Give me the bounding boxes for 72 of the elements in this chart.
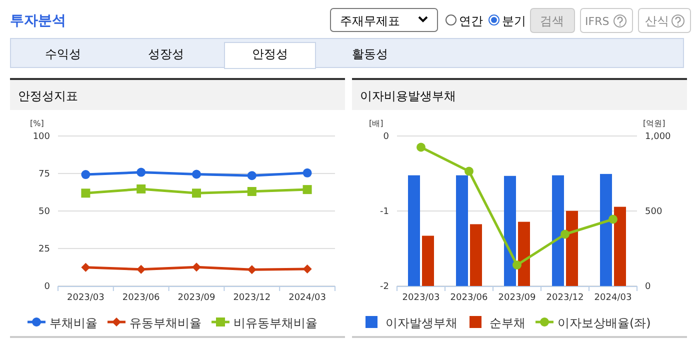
- text: 분기: [502, 14, 526, 28]
- bar: [614, 206, 626, 286]
- legend-label: 유동부채비율: [130, 316, 202, 330]
- y-tick-label: 25: [38, 244, 50, 254]
- x-tick-label: 2023/12: [546, 293, 584, 303]
- text: 산식: [645, 14, 669, 28]
- x-tick-label: 2023/12: [233, 293, 271, 303]
- point: [464, 166, 474, 176]
- x-tick-label: 2023/06: [450, 293, 488, 303]
- point: [247, 171, 256, 180]
- x-tick-label: 2023/03: [67, 293, 104, 303]
- point: [608, 214, 618, 224]
- bar: [552, 175, 564, 286]
- text: 연간: [459, 14, 483, 28]
- legend-label: 이자발생부채: [386, 316, 458, 330]
- legend-label: 순부채: [490, 316, 526, 330]
- bar: [470, 224, 482, 286]
- point: [247, 187, 256, 196]
- point: [302, 168, 312, 178]
- legend-label: 이자보상배율(좌): [558, 316, 651, 330]
- y2-tick-label: 0: [645, 282, 651, 292]
- point: [302, 185, 312, 194]
- text: 검색: [540, 14, 564, 28]
- x-tick-label: 2024/03: [594, 293, 632, 303]
- text: 안정성: [252, 47, 288, 61]
- x-tick-label: 2023/06: [122, 293, 160, 303]
- y-tick-label: -1: [380, 207, 389, 217]
- text: 활동성: [352, 47, 388, 61]
- y-tick-label: -2: [380, 282, 389, 292]
- point: [192, 170, 201, 179]
- point: [560, 230, 570, 239]
- bar: [408, 175, 420, 286]
- point: [136, 184, 146, 194]
- y2-tick-label: 500: [645, 207, 662, 217]
- bar: [504, 176, 516, 286]
- point: [302, 264, 312, 274]
- y-tick-label: 50: [38, 207, 50, 217]
- bar: [600, 174, 612, 286]
- x-tick-label: 2024/03: [288, 293, 326, 303]
- point: [512, 260, 522, 270]
- x-tick-label: 2023/03: [402, 293, 440, 303]
- legend-label: 부채비율: [50, 316, 98, 330]
- bar: [422, 236, 434, 286]
- legend-label: 비유동부채비율: [234, 316, 318, 330]
- y2-tick-label: 1,000: [645, 132, 672, 142]
- bar: [566, 210, 578, 286]
- point: [247, 265, 256, 274]
- point: [81, 262, 90, 272]
- y-tick-label: 0: [44, 282, 50, 292]
- point: [416, 142, 426, 152]
- text: IFRS: [585, 15, 610, 28]
- text: 투자분석: [10, 13, 66, 29]
- y-axis-title: [%]: [30, 119, 44, 128]
- point: [192, 262, 201, 272]
- bar: [456, 175, 468, 286]
- y2-axis-title: [억원]: [643, 119, 666, 128]
- y-axis-title: [배]: [369, 119, 384, 128]
- y-tick-label: 100: [32, 132, 50, 142]
- text: 성장성: [148, 47, 184, 61]
- chart-title: 이자비용발생부채: [360, 89, 456, 103]
- point: [136, 168, 146, 177]
- bar: [518, 222, 530, 286]
- point: [192, 188, 201, 198]
- chart-title: 안정성지표: [18, 89, 78, 103]
- x-tick-label: 2023/09: [498, 293, 536, 303]
- text: 수익성: [45, 47, 81, 61]
- point: [81, 170, 90, 180]
- y-tick-label: 0: [383, 132, 390, 142]
- point: [81, 188, 90, 198]
- select-field: 주재무제표: [330, 8, 438, 32]
- y-tick-label: 75: [38, 170, 50, 180]
- x-tick-label: 2023/09: [178, 293, 216, 303]
